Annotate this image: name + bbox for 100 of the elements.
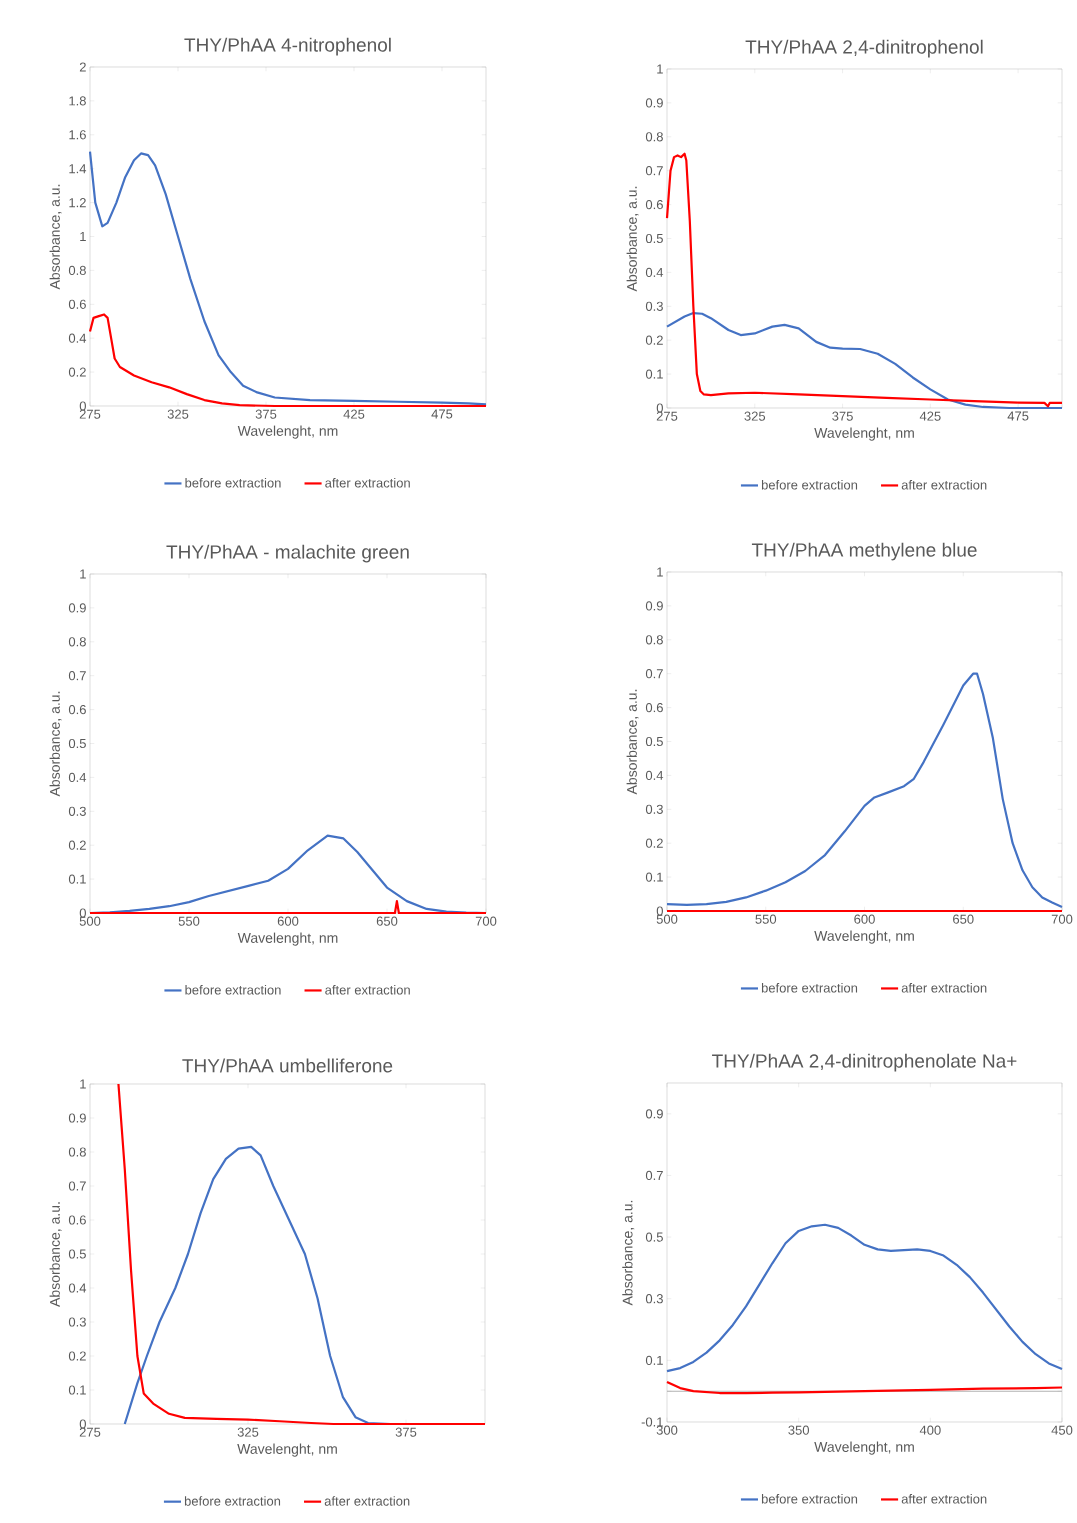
x-tick-label: 475 bbox=[431, 409, 453, 419]
x-axis-title: Wavelenght, nm bbox=[237, 425, 338, 439]
y-tick-label: 0.2 bbox=[645, 838, 663, 848]
x-tick-label: 600 bbox=[277, 916, 299, 926]
x-tick-label: 300 bbox=[656, 1425, 678, 1435]
y-tick-label: 0.5 bbox=[645, 1232, 663, 1242]
legend-label: before extraction bbox=[761, 479, 858, 490]
line-series bbox=[88, 150, 488, 406]
y-tick-label: 1 bbox=[80, 569, 86, 579]
x-tick-label: 700 bbox=[475, 916, 497, 926]
y-tick-label: 1 bbox=[80, 232, 86, 241]
y-tick-label: 0 bbox=[656, 906, 663, 916]
y-tick-label: 0.4 bbox=[645, 267, 664, 277]
y-tick-label: 0.2 bbox=[68, 840, 86, 850]
y-axis-title: Absorbance, a.u. bbox=[49, 691, 62, 797]
y-tick-label: 0 bbox=[656, 403, 663, 413]
y-axis-title: Absorbance, a.u. bbox=[622, 1200, 635, 1306]
legend-label: before extraction bbox=[761, 1493, 858, 1504]
y-tick-label: 0.5 bbox=[68, 738, 86, 749]
y-tick-label: 0.7 bbox=[68, 671, 86, 681]
legend-label: after extraction bbox=[901, 982, 987, 993]
y-tick-label: 1.6 bbox=[69, 130, 86, 140]
line-series bbox=[665, 1380, 1064, 1395]
x-tick-label: 400 bbox=[919, 1425, 941, 1435]
y-tick-label: 0.8 bbox=[68, 637, 86, 647]
x-tick-label: 600 bbox=[854, 914, 875, 924]
y-tick-label: 0.5 bbox=[645, 736, 663, 747]
y-axis-title: Absorbance, a.u. bbox=[49, 1202, 62, 1307]
line-series bbox=[88, 313, 488, 408]
chart-title: THY/PhAA 4-nitrophenol bbox=[184, 37, 391, 56]
y-tick-label: 0.6 bbox=[645, 702, 663, 713]
x-axis-title: Wavelenght, nm bbox=[237, 932, 338, 946]
x-tick-label: 325 bbox=[167, 409, 189, 419]
y-axis-title: Absorbance, a.u. bbox=[49, 184, 62, 290]
y-tick-label: 0.7 bbox=[68, 1181, 86, 1191]
legend-label: before extraction bbox=[185, 477, 281, 488]
y-tick-label: 0.8 bbox=[645, 132, 663, 142]
y-tick-label: 0.6 bbox=[68, 704, 86, 715]
x-tick-label: 275 bbox=[79, 1427, 101, 1437]
y-tick-label: 0.6 bbox=[68, 1215, 86, 1225]
y-tick-label: 0 bbox=[79, 1419, 86, 1429]
legend-label: before extraction bbox=[184, 1496, 281, 1506]
y-tick-label: 0.3 bbox=[645, 301, 663, 311]
x-tick-label: 700 bbox=[1051, 914, 1073, 924]
y-tick-label: 0.6 bbox=[645, 199, 663, 210]
x-axis-title: Wavelenght, nm bbox=[814, 427, 914, 441]
x-tick-label: 450 bbox=[1051, 1425, 1073, 1435]
y-tick-label: 0.7 bbox=[645, 669, 663, 679]
legend-label: before extraction bbox=[761, 982, 858, 993]
y-tick-label: 0.8 bbox=[68, 265, 86, 275]
y-tick-label: 0.7 bbox=[645, 166, 663, 176]
y-tick-label: 0.1 bbox=[645, 369, 663, 379]
x-axis-title: Wavelenght, nm bbox=[237, 1443, 337, 1457]
chart-title: THY/PhAA umbelliferone bbox=[182, 1058, 393, 1073]
line-series bbox=[665, 672, 1064, 909]
x-tick-label: 500 bbox=[656, 914, 678, 924]
chart-title: THY/PhAA 2,4-dinitrophenolate Na+ bbox=[712, 1053, 1017, 1072]
y-tick-label: 0.9 bbox=[645, 1109, 663, 1119]
y-tick-label: 0.1 bbox=[68, 1385, 86, 1395]
y-tick-label: 0.4 bbox=[68, 1283, 87, 1293]
legend-label: after extraction bbox=[324, 1496, 410, 1506]
y-tick-label: 0.9 bbox=[645, 98, 663, 108]
y-tick-label: 0.1 bbox=[645, 872, 663, 882]
y-axis-title: Absorbance, a.u. bbox=[626, 186, 639, 292]
y-tick-label: 0.9 bbox=[68, 1113, 86, 1123]
y-tick-label: 0.3 bbox=[645, 1294, 663, 1304]
y-tick-label: 0.4 bbox=[645, 770, 664, 780]
chart-title: THY/PhAA 2,4-dinitrophenol bbox=[745, 39, 983, 58]
y-tick-label: 1 bbox=[657, 64, 663, 74]
chart-title: THY/PhAA - malachite green bbox=[166, 544, 409, 563]
y-tick-label: 0.1 bbox=[645, 1355, 663, 1365]
x-tick-label: 500 bbox=[79, 916, 101, 926]
legend-label: after extraction bbox=[325, 477, 410, 488]
y-tick-label: 0.2 bbox=[68, 1351, 86, 1361]
y-tick-label: 1.2 bbox=[69, 198, 86, 208]
legend-label: before extraction bbox=[185, 984, 281, 995]
x-tick-label: 550 bbox=[178, 916, 200, 926]
legend-label: after extraction bbox=[901, 479, 987, 490]
x-tick-label: 375 bbox=[395, 1427, 417, 1437]
y-tick-label: 0 bbox=[79, 401, 86, 411]
y-tick-label: 0.7 bbox=[645, 1170, 663, 1181]
y-tick-label: 0.8 bbox=[645, 635, 663, 645]
y-tick-label: 1.4 bbox=[69, 164, 87, 174]
x-axis-title: Wavelenght, nm bbox=[814, 1441, 914, 1455]
x-tick-label: 275 bbox=[656, 411, 678, 421]
y-tick-label: 0.4 bbox=[68, 333, 87, 343]
y-tick-label: 1 bbox=[80, 1079, 86, 1089]
y-tick-label: 0.3 bbox=[645, 804, 663, 814]
x-tick-label: 425 bbox=[343, 409, 365, 419]
chart-title: THY/PhAA methylene blue bbox=[751, 542, 977, 561]
y-tick-label: 0.3 bbox=[68, 1317, 86, 1327]
x-tick-label: 325 bbox=[237, 1427, 259, 1437]
legend-label: after extraction bbox=[901, 1493, 987, 1504]
y-tick-label: 0.5 bbox=[645, 233, 663, 244]
y-tick-label: 0.4 bbox=[68, 772, 87, 782]
x-tick-label: 650 bbox=[953, 914, 974, 924]
y-tick-label: 0.2 bbox=[645, 335, 663, 345]
y-tick-label: 0.9 bbox=[68, 603, 86, 613]
y-tick-label: 2 bbox=[79, 62, 86, 72]
y-tick-label: 0.1 bbox=[68, 874, 86, 884]
